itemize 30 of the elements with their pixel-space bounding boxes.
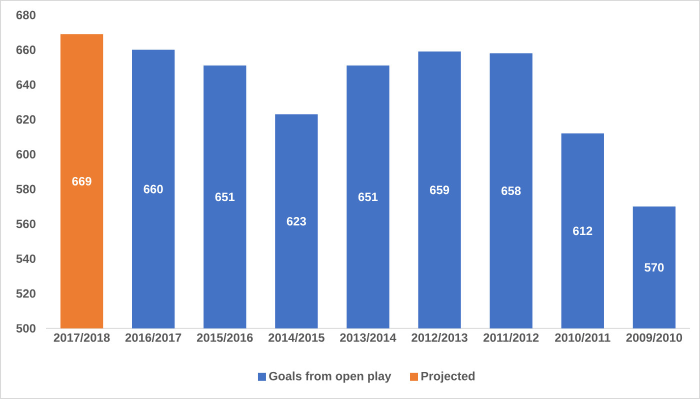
y-tick-label: 500: [16, 324, 36, 333]
x-tick-label: 2014/2015: [268, 333, 324, 342]
y-tick-label: 680: [16, 10, 36, 20]
data-label: 669: [72, 176, 92, 186]
y-tick-label: 540: [16, 254, 36, 263]
x-tick-label: 2011/2012: [483, 333, 539, 342]
x-tick-label: 2009/2010: [626, 333, 682, 342]
x-tick-label: 2016/2017: [125, 333, 182, 342]
x-tick-label: 2017/2018: [54, 333, 110, 342]
x-tick-label: 2010/2011: [555, 333, 610, 342]
data-label: 612: [573, 226, 592, 236]
y-tick-label: 640: [16, 80, 36, 89]
legend-label: Projected: [421, 372, 475, 383]
y-tick-label: 580: [16, 184, 36, 194]
y-tick-label: 560: [16, 220, 36, 228]
y-tick-label: 660: [16, 46, 36, 54]
legend-label: Goals from open play: [269, 372, 392, 383]
data-label: 658: [502, 186, 521, 196]
y-tick-label: 600: [16, 150, 36, 159]
data-label: 659: [430, 186, 450, 194]
data-label: 651: [215, 192, 235, 202]
x-tick-label: 2015/2016: [196, 333, 253, 342]
data-label: 623: [286, 217, 306, 226]
y-tick-label: 620: [16, 115, 36, 124]
x-tick-label: 2013/2014: [340, 333, 396, 342]
data-label: 660: [144, 184, 163, 194]
x-tick-label: 2012/2013: [412, 333, 468, 342]
y-tick-label: 520: [16, 289, 36, 298]
data-label: 651: [358, 192, 378, 202]
data-label: 570: [644, 263, 664, 272]
